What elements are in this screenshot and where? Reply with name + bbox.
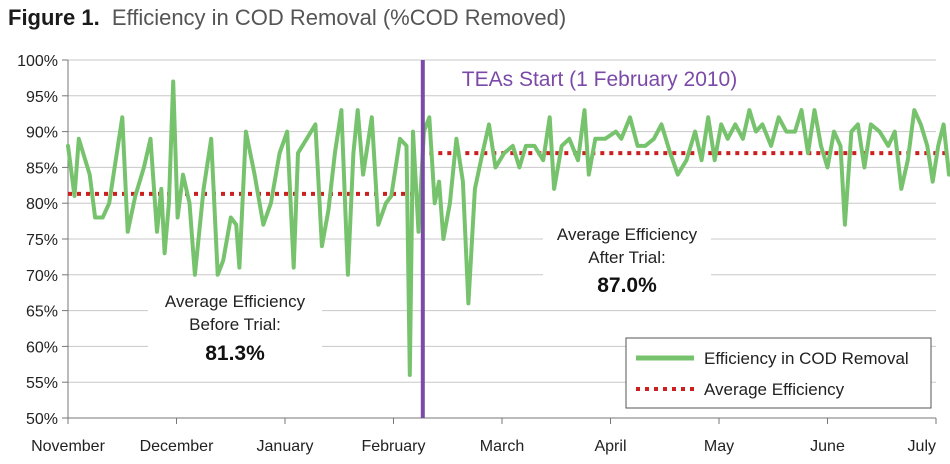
annotation-before-value: 81.3% xyxy=(205,342,265,365)
figure-title: Efficiency in COD Removal (%COD Removed) xyxy=(112,5,566,30)
y-tick-label-75: 75% xyxy=(26,232,58,249)
annotation-after-line1: Average Efficiency xyxy=(557,225,698,244)
x-tick-label-july: July xyxy=(908,438,936,455)
legend: Efficiency in COD Removal Average Effici… xyxy=(625,337,932,409)
y-axis-ticks: 50% 55% 60% 65% 70% 75% 80% 85% 90% 95% 100% xyxy=(17,53,68,428)
y-tick-label-100: 100% xyxy=(17,53,58,70)
y-tick-label-60: 60% xyxy=(26,339,58,356)
start-marker: TEAs Start (1 February 2010) xyxy=(420,60,737,418)
y-tick-label-55: 55% xyxy=(26,375,58,392)
start-marker-label: TEAs Start (1 February 2010) xyxy=(462,68,737,91)
annotation-after-bg xyxy=(543,222,711,300)
annotation-after-line2: After Trial: xyxy=(588,248,665,267)
figure-label: Figure 1. xyxy=(8,5,100,30)
average-lines xyxy=(68,151,950,196)
x-tick-label-june: June xyxy=(810,438,845,455)
legend-average-label: Average Efficiency xyxy=(704,380,845,399)
efficiency-line xyxy=(66,79,950,377)
annotation-before-bg xyxy=(148,288,322,368)
y-tick-label-95: 95% xyxy=(26,89,58,106)
x-tick-label-february: February xyxy=(361,438,425,455)
legend-box xyxy=(625,337,932,409)
annotation-after-value: 87.0% xyxy=(597,274,657,297)
y-tick-label-65: 65% xyxy=(26,304,58,321)
legend-efficiency-label: Efficiency in COD Removal xyxy=(704,349,909,368)
x-tick-label-march: March xyxy=(480,438,524,455)
x-tick-label-january: January xyxy=(257,438,314,455)
y-tick-label-90: 90% xyxy=(26,125,58,142)
annotation-before: Average Efficiency Before Trial: 81.3% xyxy=(148,288,322,368)
chart-title: Figure 1. Efficiency in COD Removal (%CO… xyxy=(8,5,566,30)
y-tick-label-85: 85% xyxy=(26,160,58,177)
annotation-after: Average Efficiency After Trial: 87.0% xyxy=(543,222,711,300)
annotation-before-line1: Average Efficiency xyxy=(165,292,306,311)
efficiency-series xyxy=(66,79,950,377)
x-axis-ticks: November December January February March Apri… xyxy=(31,418,937,455)
y-tick-label-50: 50% xyxy=(26,411,58,428)
x-tick-label-december: December xyxy=(140,438,214,455)
y-tick-label-80: 80% xyxy=(26,196,58,213)
x-tick-label-may: May xyxy=(704,438,734,455)
y-tick-label-70: 70% xyxy=(26,268,58,285)
x-tick-label-november: November xyxy=(31,438,105,455)
x-tick-label-april: April xyxy=(594,438,626,455)
annotation-before-line2: Before Trial: xyxy=(189,315,281,334)
